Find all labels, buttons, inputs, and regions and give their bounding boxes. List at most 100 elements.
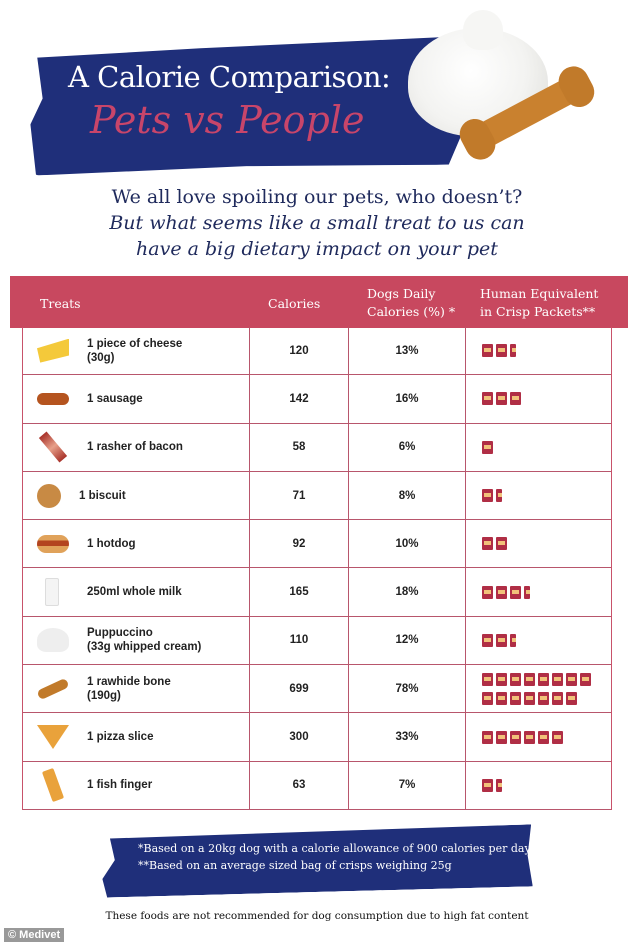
title-line-2: Pets vs People bbox=[90, 98, 365, 142]
treat-name: 1 sausage bbox=[87, 392, 143, 406]
whipped-cream-icon bbox=[37, 628, 69, 653]
treat-name: 1 fish finger bbox=[87, 778, 152, 792]
crisp-packets-cell bbox=[465, 665, 613, 713]
crisp-packet-icon bbox=[538, 730, 549, 744]
treat-cell: 1 rawhide bone (190g) bbox=[23, 665, 249, 712]
half-crisp-packet-icon bbox=[496, 489, 502, 503]
crisp-packet-icon bbox=[482, 392, 493, 406]
pct-cell: 8% bbox=[348, 471, 465, 520]
pct-value: 8% bbox=[398, 489, 416, 502]
half-crisp-packet-icon bbox=[510, 344, 516, 358]
crisp-packet-icon bbox=[552, 730, 563, 744]
crisp-packet-icon bbox=[552, 691, 563, 705]
crisp-packets-cell bbox=[465, 713, 613, 761]
treat-cell: 1 biscuit bbox=[23, 472, 249, 519]
crisp-packet-icon bbox=[482, 778, 493, 792]
hotdog-icon bbox=[37, 534, 69, 553]
treat-name-line: 1 fish finger bbox=[87, 779, 153, 792]
treat-name-line: 1 biscuit bbox=[79, 489, 126, 502]
calories-cell: 120 bbox=[249, 327, 348, 375]
cheese-icon bbox=[37, 338, 69, 363]
calories-value: 63 bbox=[292, 779, 306, 792]
treat-name-line: 1 pizza slice bbox=[87, 731, 154, 744]
header-human-equivalent: Human Equivalent bbox=[480, 286, 599, 301]
pct-cell: 10% bbox=[348, 520, 465, 568]
treat-cell: 1 sausage bbox=[23, 375, 249, 422]
pct-value: 16% bbox=[395, 392, 419, 405]
header-dogs-daily: Dogs Daily bbox=[367, 286, 436, 301]
crisp-packet-icon bbox=[482, 633, 493, 647]
calories-value: 58 bbox=[292, 441, 306, 454]
sausage-icon bbox=[37, 392, 69, 405]
pct-cell: 16% bbox=[348, 375, 465, 423]
crisp-packet-icon bbox=[496, 633, 507, 647]
table-row: 1 pizza slice 300 33% bbox=[23, 713, 613, 762]
pizza-icon bbox=[37, 725, 69, 750]
crisp-packet-icon bbox=[524, 672, 535, 686]
crisp-packet-icon bbox=[496, 392, 507, 406]
pct-cell: 78% bbox=[348, 665, 465, 713]
pct-value: 6% bbox=[398, 441, 416, 454]
pct-cell: 6% bbox=[348, 423, 465, 471]
pct-cell: 7% bbox=[348, 761, 465, 809]
crisp-packet-icon bbox=[510, 672, 521, 686]
treat-name-line: (33g whipped cream) bbox=[87, 641, 202, 654]
treat-name: 1 hotdog bbox=[87, 537, 136, 551]
treat-name-line: 1 sausage bbox=[87, 392, 143, 405]
calories-cell: 110 bbox=[249, 616, 348, 665]
treat-name: Puppuccino (33g whipped cream) bbox=[87, 626, 201, 654]
table-row: 1 piece of cheese (30g) 120 13% bbox=[23, 327, 611, 376]
treat-name-line: 1 rasher of bacon bbox=[87, 441, 183, 454]
treat-cell: 1 rasher of bacon bbox=[23, 424, 249, 471]
table-row: 1 rawhide bone (190g) 699 78% bbox=[23, 665, 613, 714]
bone-icon bbox=[36, 677, 70, 701]
treat-cell: 1 hotdog bbox=[23, 520, 249, 567]
calories-cell: 165 bbox=[249, 568, 348, 616]
pct-value: 18% bbox=[395, 586, 419, 599]
half-crisp-packet-icon bbox=[510, 633, 516, 647]
calories-cell: 699 bbox=[249, 665, 348, 713]
treat-name: 1 rawhide bone (190g) bbox=[87, 675, 171, 703]
treat-name-line: Puppuccino bbox=[87, 627, 153, 640]
treat-name-line: 1 rawhide bone bbox=[87, 675, 171, 688]
treat-cell: Puppuccino (33g whipped cream) bbox=[23, 617, 249, 664]
table-header: Treats Calories Dogs Daily Calories (%) … bbox=[10, 276, 628, 328]
crisp-packet-icon bbox=[496, 730, 507, 744]
crisp-packets-cell bbox=[465, 761, 613, 809]
table-row: 1 biscuit 71 8% bbox=[23, 471, 613, 521]
treat-name: 1 biscuit bbox=[79, 489, 126, 503]
treat-cell: 250ml whole milk bbox=[23, 568, 249, 615]
disclaimer: These foods are not recommended for dog … bbox=[105, 910, 529, 922]
treat-name: 250ml whole milk bbox=[87, 585, 182, 599]
half-crisp-packet-icon bbox=[524, 585, 530, 599]
crisp-packet-icon bbox=[482, 537, 493, 551]
calories-value: 92 bbox=[292, 537, 306, 550]
calories-value: 120 bbox=[289, 344, 309, 357]
table-row: Puppuccino (33g whipped cream) 110 12% bbox=[23, 616, 613, 666]
calories-value: 142 bbox=[289, 392, 309, 405]
crisp-packet-icon bbox=[482, 585, 493, 599]
crisp-packet-icon bbox=[482, 344, 493, 358]
crisp-packet-icon bbox=[482, 691, 493, 705]
treat-name: 1 piece of cheese (30g) bbox=[87, 337, 182, 365]
crisp-packet-icon bbox=[510, 730, 521, 744]
calories-cell: 92 bbox=[249, 520, 348, 568]
header-dogs-daily-pct: Calories (%) * bbox=[367, 304, 456, 319]
header-treats: Treats bbox=[40, 296, 81, 311]
treat-cell: 1 pizza slice bbox=[23, 713, 249, 760]
crisp-packet-icon bbox=[482, 440, 493, 454]
crisp-packets-cell bbox=[465, 375, 613, 423]
crisp-packet-icon bbox=[482, 730, 493, 744]
crisp-packets-cell bbox=[465, 471, 613, 520]
pct-value: 7% bbox=[398, 779, 416, 792]
crisp-packets-cell bbox=[465, 616, 613, 665]
half-crisp-packet-icon bbox=[496, 778, 502, 792]
crisp-packet-icon bbox=[510, 691, 521, 705]
pct-cell: 18% bbox=[348, 568, 465, 616]
treat-cell: 1 piece of cheese (30g) bbox=[23, 327, 249, 374]
treat-name: 1 rasher of bacon bbox=[87, 440, 183, 454]
crisp-packet-icon bbox=[496, 585, 507, 599]
treat-name-line: (30g) bbox=[87, 351, 115, 364]
pct-value: 12% bbox=[395, 634, 419, 647]
crisp-packet-icon bbox=[496, 672, 507, 686]
